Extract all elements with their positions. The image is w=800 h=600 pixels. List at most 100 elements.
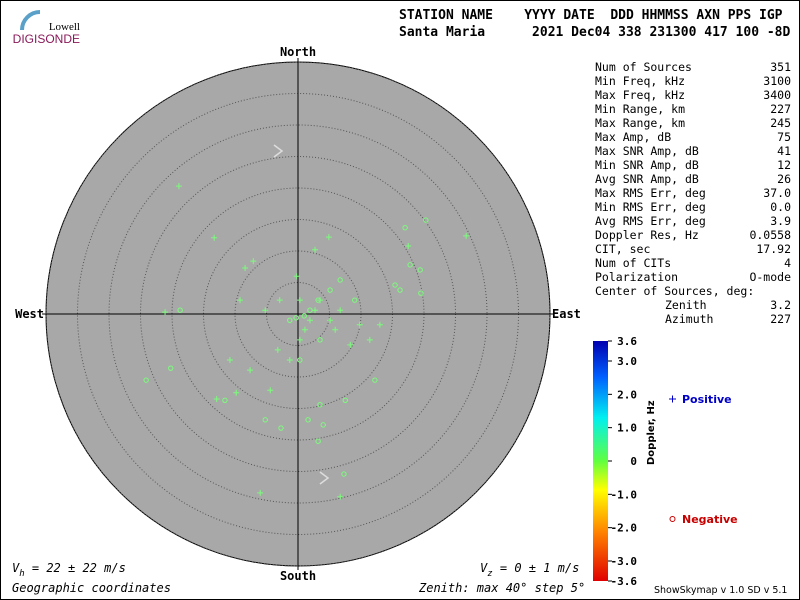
source-positive bbox=[211, 234, 218, 241]
stat-label: Doppler Res, Hz bbox=[595, 228, 699, 242]
source-negative bbox=[392, 282, 398, 288]
source-positive bbox=[242, 265, 249, 272]
source-negative bbox=[305, 417, 311, 423]
source-negative bbox=[307, 307, 313, 313]
source-negative bbox=[417, 267, 423, 273]
source-negative bbox=[168, 365, 174, 371]
vz: Vz = 0 ± 1 m/s bbox=[480, 561, 579, 579]
source-negative bbox=[418, 290, 424, 296]
source-positive bbox=[237, 297, 244, 304]
source-negative bbox=[177, 307, 183, 313]
version: ShowSkymap v 1.0 SD v 5.1 bbox=[654, 585, 787, 596]
stat-value: 3400 bbox=[763, 88, 791, 102]
source-positive bbox=[405, 242, 412, 249]
source-negative bbox=[372, 377, 378, 383]
source-positive bbox=[337, 493, 344, 500]
logo-swoosh bbox=[20, 10, 41, 31]
source-positive bbox=[226, 356, 233, 363]
direction-label: North bbox=[280, 45, 316, 59]
stat-value: 26 bbox=[777, 172, 791, 186]
source-negative bbox=[278, 425, 284, 431]
source-negative bbox=[337, 277, 343, 283]
source-positive bbox=[274, 346, 281, 353]
source-negative bbox=[317, 402, 323, 408]
source-positive bbox=[325, 234, 332, 241]
colorbar-tick-label: -3.6 bbox=[611, 575, 638, 588]
stat-label: Max SNR Amp, dB bbox=[595, 144, 699, 158]
source-negative bbox=[315, 297, 321, 303]
stat-value: 3.2 bbox=[770, 298, 791, 312]
source-negative bbox=[317, 337, 323, 343]
stat-label: Max Freq, kHz bbox=[595, 88, 685, 102]
vh: Vh = 22 ± 22 m/s bbox=[12, 561, 126, 579]
colorbar-tick-label: 1.0 bbox=[617, 422, 637, 435]
coords: Geographic coordinates bbox=[12, 581, 171, 595]
colorbar-tick-label: 2.0 bbox=[617, 388, 637, 401]
stat-label: Min Range, km bbox=[595, 102, 685, 116]
zenith-note: Zenith: max 40° step 5° bbox=[418, 581, 585, 595]
stat-label: Zenith bbox=[665, 298, 707, 312]
source-negative bbox=[320, 422, 326, 428]
source-positive bbox=[366, 336, 373, 343]
source-positive bbox=[293, 273, 300, 280]
source-positive bbox=[337, 307, 344, 314]
stat-value: O-mode bbox=[749, 270, 791, 284]
source-positive bbox=[276, 297, 283, 304]
legend-label: Negative bbox=[682, 513, 738, 526]
source-negative bbox=[352, 297, 358, 303]
direction-label: East bbox=[552, 307, 581, 321]
source-positive bbox=[250, 258, 257, 265]
source-negative bbox=[341, 471, 347, 477]
stat-label: Avg SNR Amp, dB bbox=[595, 172, 699, 186]
legend-marker bbox=[669, 395, 676, 403]
source-positive bbox=[286, 356, 293, 363]
colorbar-tick-label: -2.0 bbox=[611, 522, 638, 535]
stat-label: Num of CITs bbox=[595, 256, 671, 270]
source-negative bbox=[293, 315, 299, 321]
source-positive bbox=[267, 387, 274, 394]
source-negative bbox=[222, 397, 228, 404]
stat-label: Max Range, km bbox=[595, 116, 685, 130]
colorbar-tick-label: 0 bbox=[630, 455, 637, 468]
arrow bbox=[273, 144, 330, 485]
source-negative bbox=[301, 313, 307, 319]
stat-value: 227 bbox=[770, 312, 791, 326]
source-positive bbox=[213, 396, 220, 403]
source-negative bbox=[423, 217, 429, 223]
stat-value: 4 bbox=[784, 256, 791, 270]
source-positive bbox=[162, 309, 169, 316]
direction-label: South bbox=[280, 569, 316, 583]
source-negative bbox=[407, 262, 413, 268]
direction-label: West bbox=[15, 307, 44, 321]
stat-label: Polarization bbox=[595, 270, 678, 284]
colorbar-label: Doppler, Hz bbox=[646, 400, 657, 465]
source-negative bbox=[397, 287, 403, 293]
stat-value: 3.9 bbox=[770, 214, 791, 228]
source-positive bbox=[301, 326, 308, 333]
logo-bottom: DIGISONDE bbox=[13, 32, 80, 46]
stat-label: Center of Sources, deg: bbox=[595, 284, 754, 298]
source-positive bbox=[463, 232, 470, 239]
stats: Num of Sources 351 Min Freq, kHz 3100 Max Fr… bbox=[595, 60, 791, 326]
stat-value: 37.0 bbox=[763, 186, 791, 200]
source-positive bbox=[347, 341, 354, 348]
stat-value: 17.92 bbox=[756, 242, 791, 256]
logo-top: Lowell bbox=[49, 21, 80, 33]
source-positive bbox=[247, 367, 254, 374]
skymap: North South East West bbox=[15, 45, 581, 583]
colorbar-tick-label: -1.0 bbox=[611, 488, 638, 501]
stat-value: 227 bbox=[770, 102, 791, 116]
legend-label: Positive bbox=[682, 393, 732, 406]
stat-label: Min Freq, kHz bbox=[595, 74, 685, 88]
source-positive bbox=[332, 326, 339, 333]
stat-label: Min RMS Err, deg bbox=[595, 200, 706, 214]
stat-label: Min SNR Amp, dB bbox=[595, 158, 699, 172]
stat-label: Max Amp, dB bbox=[595, 130, 671, 144]
stat-value: 3100 bbox=[763, 74, 791, 88]
source-positive bbox=[312, 307, 319, 314]
source-positive bbox=[327, 317, 334, 324]
source-positive bbox=[262, 307, 269, 314]
source-negative bbox=[297, 357, 303, 363]
colorbar-tick-label: -3.0 bbox=[611, 555, 638, 568]
source-positive bbox=[356, 321, 363, 328]
